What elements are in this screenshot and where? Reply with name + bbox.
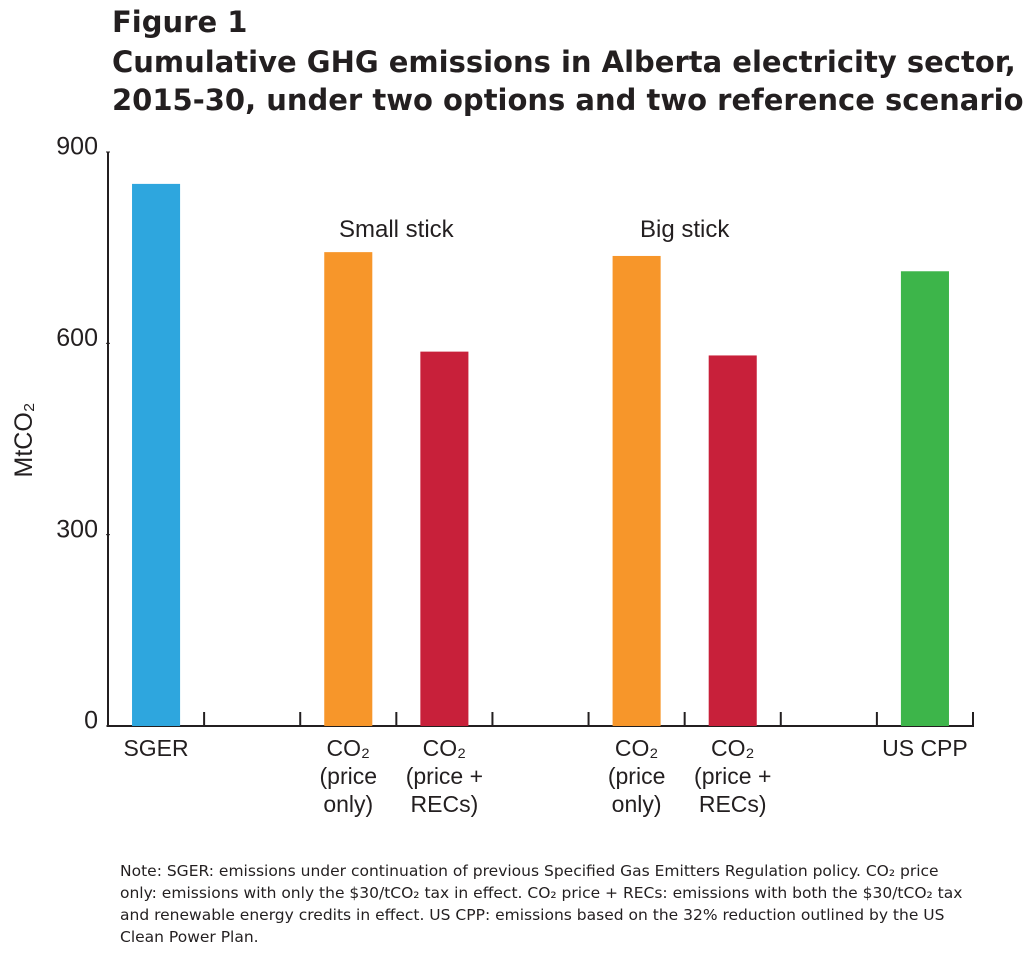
y-axis-label: MtCO₂	[10, 403, 38, 478]
bar	[420, 351, 469, 726]
x-tick-label: SGER	[123, 735, 188, 761]
chart-title-line: Cumulative GHG emissions in Alberta elec…	[112, 45, 1016, 79]
x-tick-label: CO₂ (price only)	[608, 735, 666, 817]
bar	[132, 183, 181, 726]
x-tick-label: CO₂ (price + RECs)	[694, 735, 771, 817]
bar	[900, 271, 949, 726]
bar	[324, 252, 373, 726]
y-tick-label: 300	[56, 515, 98, 543]
chart: Figure 1 Cumulative GHG emissions in Alb…	[10, 5, 1024, 817]
y-tick-label: 600	[56, 324, 98, 352]
y-tick-label: 900	[56, 133, 98, 161]
group-label: Big stick	[640, 216, 730, 243]
y-tick-label: 0	[84, 707, 98, 735]
chart-title-line: 2015-30, under two options and two refer…	[112, 83, 1024, 117]
bar	[612, 255, 661, 727]
x-tick-label: CO₂ (price only)	[320, 735, 378, 817]
x-tick-label: US CPP	[882, 735, 968, 761]
note: Note: SGER: emissions under continuation…	[120, 862, 963, 946]
chart-title-line: Figure 1	[112, 5, 247, 39]
x-tick-label: CO₂ (price + RECs)	[406, 735, 483, 817]
bar	[708, 355, 757, 726]
group-label: Small stick	[339, 216, 455, 243]
